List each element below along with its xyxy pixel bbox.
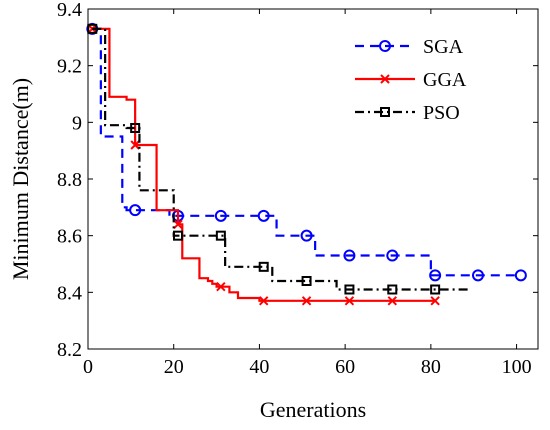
- legend-marker-pso: [380, 107, 390, 117]
- y-tick-label: 8.2: [57, 339, 82, 361]
- data-point-pso: [130, 123, 141, 133]
- legend-item-gga: GGA: [355, 69, 467, 91]
- legend-label-pso: PSO: [423, 102, 460, 124]
- x-axis-label: Generations: [260, 397, 366, 422]
- legend-label-gga: GGA: [423, 69, 467, 91]
- y-tick-label: 8.4: [57, 282, 82, 304]
- data-point-gga: [173, 219, 183, 230]
- y-tick-label: 9: [72, 112, 82, 134]
- plot-area: 0 20 40 60 80 100 8.2 8.4 8.6 8.8 9 9.2 9.4: [57, 0, 539, 378]
- legend-marker-sga: [379, 40, 391, 52]
- data-point-gga: [344, 296, 355, 306]
- data-point-pso: [215, 230, 226, 241]
- legend-item-sga: SGA: [355, 36, 464, 58]
- data-point-pso: [258, 261, 269, 272]
- y-tick-label: 8.8: [57, 169, 82, 191]
- data-point-gga: [430, 296, 440, 306]
- data-point-sga: [257, 209, 270, 222]
- series-sga: [86, 22, 527, 282]
- y-tick-label: 8.6: [57, 226, 82, 248]
- legend-item-pso: PSO: [355, 102, 460, 124]
- x-tick-label: 40: [249, 356, 269, 378]
- x-tick-label: 80: [421, 356, 441, 378]
- data-point-pso: [387, 284, 398, 295]
- x-tick-label: 60: [335, 356, 355, 378]
- data-point-sga: [429, 269, 442, 282]
- ticks: 0 20 40 60 80 100 8.2 8.4 8.6 8.8 9 9.2 9.4: [57, 0, 538, 378]
- y-tick-label: 9.2: [57, 56, 82, 78]
- data-point-gga: [130, 140, 140, 150]
- x-tick-label: 20: [164, 356, 184, 378]
- x-tick-label: 0: [83, 356, 93, 378]
- data-point-sga: [300, 229, 313, 242]
- series-line-pso: [92, 27, 470, 291]
- legend-label-sga: SGA: [423, 36, 464, 58]
- data-point-sga: [472, 269, 484, 282]
- series-line-gga: [92, 27, 436, 302]
- data-point-pso: [173, 230, 183, 241]
- y-axis-label: Minimum Distance(m): [8, 78, 33, 280]
- series-line-sga: [92, 27, 521, 277]
- data-point-gga: [216, 281, 226, 292]
- y-tick-label: 9.4: [57, 0, 82, 21]
- data-point-pso: [301, 276, 312, 286]
- data-point-sga: [386, 249, 399, 262]
- data-point-sga: [514, 269, 527, 282]
- data-point-gga: [259, 296, 269, 306]
- data-point-pso: [344, 284, 355, 295]
- data-point-gga: [387, 296, 397, 306]
- legend-marker-gga: [380, 74, 390, 84]
- data-point-sga: [214, 209, 227, 222]
- data-point-sga: [129, 204, 142, 217]
- data-point-gga: [301, 296, 312, 306]
- data-point-pso: [430, 284, 441, 295]
- legend: SGA GGA PSO: [355, 36, 467, 124]
- data-point-sga: [343, 249, 356, 262]
- series-gga: [87, 24, 440, 306]
- x-tick-label: 100: [502, 356, 532, 378]
- data-point-pso: [87, 23, 98, 34]
- series-layer: [86, 22, 527, 306]
- series-pso: [87, 23, 470, 295]
